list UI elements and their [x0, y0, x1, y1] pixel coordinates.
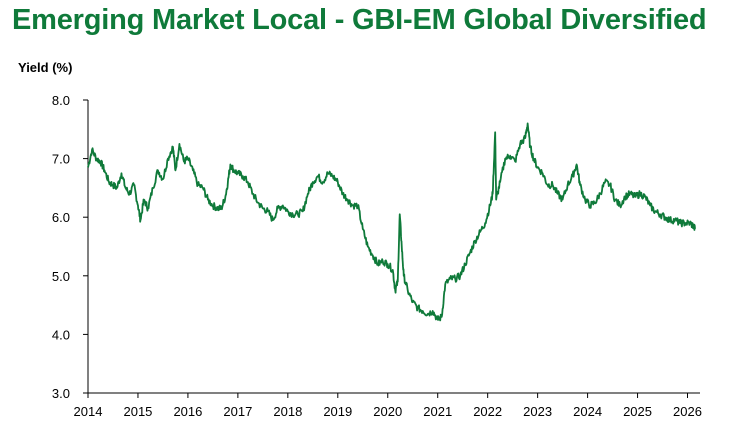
chart-title: Emerging Market Local - GBI-EM Global Di…: [12, 4, 707, 36]
x-tick-label: 2017: [223, 404, 252, 419]
x-tick-label: 2020: [373, 404, 402, 419]
x-tick-label: 2021: [423, 404, 452, 419]
y-tick-label: 8.0: [52, 93, 70, 108]
x-tick-label: 2024: [573, 404, 602, 419]
y-tick-label: 3.0: [52, 386, 70, 401]
x-tick-label: 2018: [273, 404, 302, 419]
y-tick-label: 4.0: [52, 327, 70, 342]
y-tick-labels: 3.0 4.0 5.0 6.0 7.0 8.0: [52, 93, 70, 401]
y-tick-label: 6.0: [52, 210, 70, 225]
x-tick-labels: 2014 2015 2016 2017 2018 2019 2020 2021 2022 2023…: [74, 404, 702, 419]
x-tick-label: 2023: [523, 404, 552, 419]
x-tick-label: 2016: [173, 404, 202, 419]
x-tick-label: 2022: [473, 404, 502, 419]
yield-series-line: [87, 122, 696, 322]
axes: [83, 99, 700, 398]
y-tick-label: 7.0: [52, 152, 70, 167]
x-tick-label: 2026: [673, 404, 702, 419]
y-axis-label: Yield (%): [18, 60, 73, 75]
x-tick-label: 2014: [74, 404, 103, 419]
y-tick-label: 5.0: [52, 269, 70, 284]
x-tick-label: 2019: [323, 404, 352, 419]
x-tick-label: 2025: [623, 404, 652, 419]
x-tick-label: 2015: [123, 404, 152, 419]
